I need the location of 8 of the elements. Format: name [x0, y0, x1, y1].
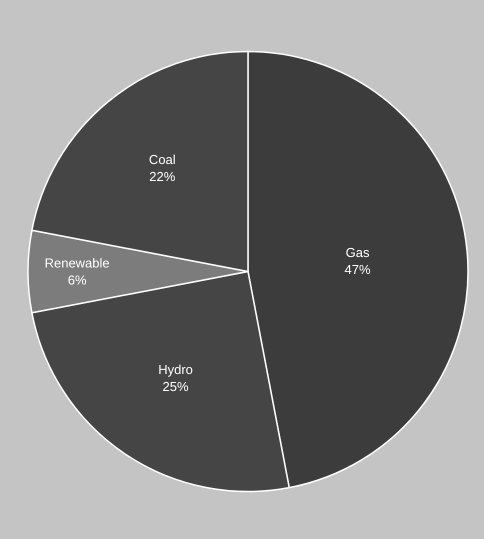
slice-label: Coal: [148, 152, 176, 168]
slice-label: Renewable: [44, 256, 110, 271]
slice-label: Hydro: [158, 362, 193, 378]
slice-label: Gas: [346, 245, 370, 260]
data-label: 6%: [68, 272, 87, 288]
data-label: 25%: [162, 379, 190, 394]
data-label: 47%: [344, 262, 371, 278]
data-label: 22%: [149, 168, 176, 184]
